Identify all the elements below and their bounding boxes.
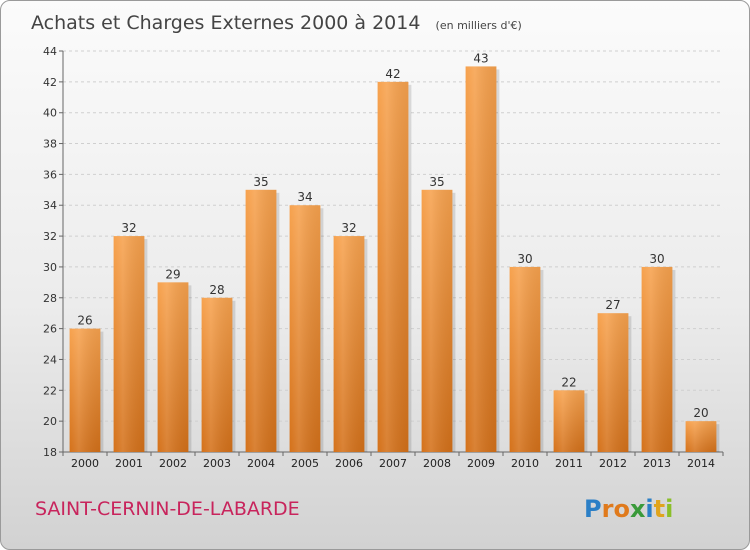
bar-value-label: 32 (341, 221, 356, 235)
bar-highlight (553, 390, 585, 452)
x-tick-label: 2012 (599, 457, 627, 470)
y-axis: 18 20 22 24 26 28 30 32 34 36 38 40 42 44 (43, 45, 723, 459)
y-tick-label: 20 (43, 415, 57, 428)
x-tick-label: 2005 (291, 457, 319, 470)
x-tick-label: 2013 (643, 457, 671, 470)
bar-highlight (421, 189, 453, 453)
svg-text:Proxiti: Proxiti (584, 495, 673, 523)
y-tick-label: 22 (43, 384, 57, 397)
y-tick-label: 32 (43, 230, 57, 243)
bar-value-label: 20 (693, 406, 708, 420)
x-tick-label: 2001 (115, 457, 143, 470)
x-tick-label: 2011 (555, 457, 583, 470)
x-axis: 2000 2001 2002 2003 2004 2005 2006 2007 2008 2009… (62, 452, 724, 470)
bar-value-label: 43 (473, 51, 488, 65)
y-tick-label: 18 (43, 446, 57, 459)
y-tick-label: 24 (43, 353, 57, 366)
bar-value-label: 35 (429, 175, 444, 189)
y-tick-label: 38 (43, 138, 57, 151)
bar-value-label: 26 (77, 314, 92, 328)
bar-highlight (69, 328, 101, 452)
bar-value-label: 28 (209, 283, 224, 297)
bar-highlight (289, 205, 321, 452)
chart-title-main: Achats et Charges Externes 2000 à 2014 (31, 12, 420, 34)
bar-highlight (377, 81, 409, 452)
x-tick-label: 2003 (203, 457, 231, 470)
bar-highlight (113, 236, 145, 452)
bar-value-label: 30 (649, 252, 664, 266)
x-tick-label: 2004 (247, 457, 275, 470)
y-tick-label: 28 (43, 292, 57, 305)
chart-title-unit: (en milliers d'€) (436, 19, 522, 32)
bar-value-label: 42 (385, 67, 400, 81)
y-tick-label: 30 (43, 261, 57, 274)
bar-highlight (201, 297, 233, 452)
y-tick-label: 42 (43, 76, 57, 89)
x-tick-label: 2006 (335, 457, 363, 470)
x-tick-label: 2009 (467, 457, 495, 470)
y-tick-label: 36 (43, 168, 57, 181)
bar-value-label: 30 (517, 252, 532, 266)
y-tick-label: 26 (43, 323, 57, 336)
bar-highlight (509, 266, 541, 452)
y-tick-label: 40 (43, 107, 57, 120)
x-tick-label: 2008 (423, 457, 451, 470)
y-tick-label: 44 (43, 45, 57, 58)
y-tick-label: 34 (43, 199, 57, 212)
bar-value-label: 27 (605, 298, 620, 312)
bar-value-label: 34 (297, 190, 312, 204)
chart-title: Achats et Charges Externes 2000 à 2014 (… (31, 12, 522, 34)
bar-highlight (245, 189, 277, 453)
bar-highlight (157, 282, 189, 452)
bar-highlight (597, 313, 629, 452)
bar-value-label: 35 (253, 175, 268, 189)
proxiti-logo: Proxiti (584, 495, 673, 523)
bar-highlight (685, 421, 717, 452)
place-name: SAINT-CERNIN-DE-LABARDE (35, 498, 300, 520)
bars: 26 32 29 28 35 34 32 42 35 43 30 22 27 30 20 (69, 51, 720, 453)
bar-highlight (641, 266, 673, 452)
bar-value-label: 29 (165, 267, 180, 281)
x-tick-label: 2002 (159, 457, 187, 470)
x-tick-label: 2000 (71, 457, 99, 470)
x-tick-label: 2007 (379, 457, 407, 470)
bar-value-label: 32 (121, 221, 136, 235)
bar-highlight (333, 236, 365, 452)
bar-value-label: 22 (561, 375, 576, 389)
bar-highlight (465, 66, 497, 452)
x-tick-label: 2010 (511, 457, 539, 470)
x-tick-label: 2014 (687, 457, 715, 470)
